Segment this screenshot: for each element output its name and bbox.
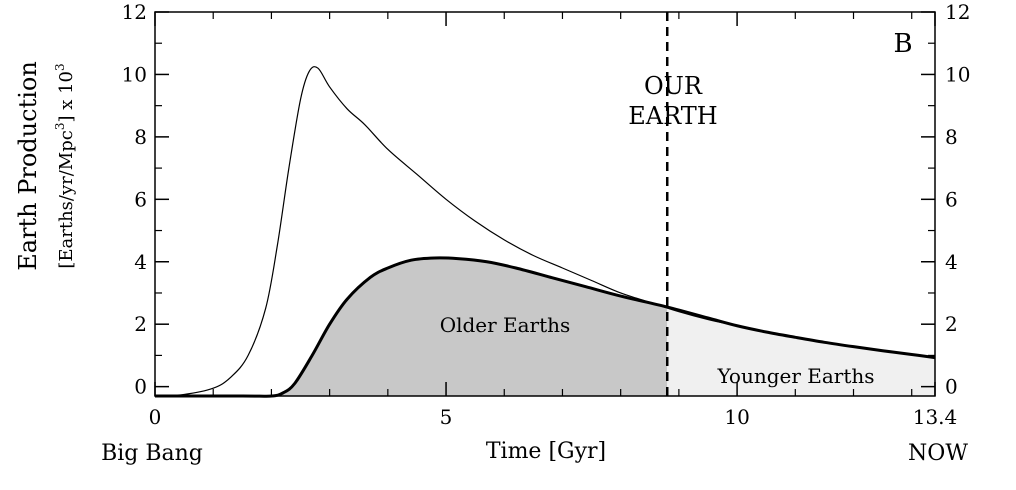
y-tick-label-right-3: 6 (945, 187, 958, 211)
region-label-younger: Younger Earths (716, 364, 874, 388)
series-layer (154, 66, 936, 398)
marker-label-line2: EARTH (628, 102, 717, 130)
x-tick-label-2: 10 (724, 405, 749, 429)
y-units-tail: ] x 10 (56, 71, 77, 123)
x-tick-label-3: 13.4 (913, 405, 958, 429)
panel-label: B (893, 29, 912, 59)
y-tick-label-left-2: 4 (134, 250, 147, 274)
y-tick-label-right-2: 4 (945, 250, 958, 274)
region-label-older: Older Earths (440, 313, 571, 337)
region-fill-1 (667, 307, 935, 396)
y-tick-label-right-1: 2 (945, 312, 958, 336)
y-units-sup: 3 (53, 123, 67, 131)
plot-frame (154, 11, 936, 397)
y-tick-label-left-5: 10 (122, 62, 147, 86)
x-tick-label-0: 0 (149, 405, 162, 429)
y-tick-label-right-5: 10 (945, 62, 970, 86)
y-axis-units: [Earths/yr/Mpc3] x 103 (53, 63, 77, 268)
x-start-label: Big Bang (101, 441, 203, 466)
y-units-main: [Earths/yr/Mpc (56, 130, 77, 269)
y-tick-label-left-1: 2 (134, 312, 147, 336)
y-units-sup2: 3 (53, 63, 67, 71)
x-axis-label: Time [Gyr] (486, 439, 606, 464)
y-tick-label-right-4: 8 (945, 125, 958, 149)
x-end-label: NOW (908, 441, 968, 466)
y-tick-label-left-3: 6 (134, 187, 147, 211)
y-tick-label-left-4: 8 (134, 125, 147, 149)
y-tick-label-left-0: 0 (134, 375, 147, 399)
series-line-thick (154, 256, 936, 398)
y-tick-label-left-6: 12 (122, 0, 147, 24)
y-tick-label-right-0: 0 (945, 375, 958, 399)
x-tick-label-1: 5 (440, 405, 453, 429)
region-fill-0 (155, 258, 668, 396)
regions-layer (155, 258, 935, 396)
y-tick-label-right-6: 12 (945, 0, 970, 24)
y-axis-label: Earth Production (14, 61, 42, 271)
marker-label-line1: OUR (644, 72, 703, 100)
